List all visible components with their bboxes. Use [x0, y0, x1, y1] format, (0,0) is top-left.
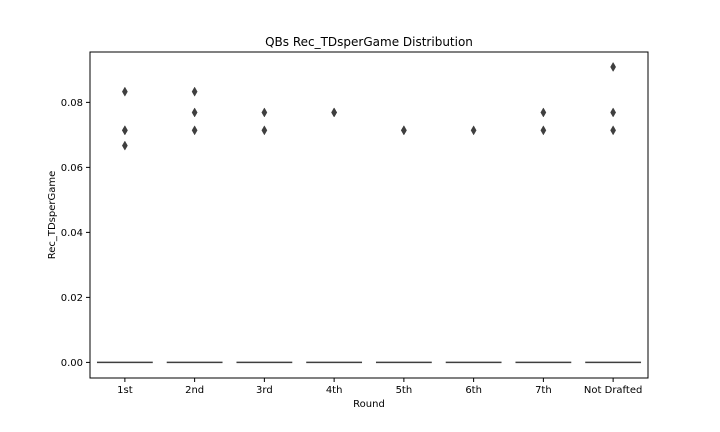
x-tick-label: 3rd: [256, 385, 273, 396]
plot-frame: [89, 51, 649, 379]
y-tick-label: 0.00: [61, 358, 83, 369]
outlier-point: [331, 107, 338, 118]
outlier-point: [121, 86, 128, 97]
x-axis: 1st 2nd 3rd 4th 5th 6th 7th Not Drafted: [117, 378, 642, 396]
y-axis-label: Rec_TDsperGame: [47, 171, 58, 260]
outlier-point: [191, 86, 198, 97]
outlier-point: [261, 107, 268, 118]
x-tick-label: 7th: [535, 385, 552, 396]
outlier-point: [470, 125, 477, 136]
y-tick-label: 0.08: [61, 98, 83, 109]
outlier-point: [191, 125, 198, 136]
y-tick-label: 0.04: [61, 228, 83, 239]
outlier-point: [261, 125, 268, 136]
outlier-point: [121, 140, 128, 151]
y-tick-label: 0.06: [61, 163, 83, 174]
outlier-point: [610, 61, 617, 72]
x-tick-label: 5th: [396, 385, 413, 396]
x-axis-label: Round: [353, 399, 385, 410]
outlier-point: [191, 107, 198, 118]
outlier-point: [540, 107, 547, 118]
outlier-point: [540, 125, 547, 136]
outlier-point: [400, 125, 407, 136]
x-tick-label: 6th: [465, 385, 482, 396]
plot-area: [96, 61, 642, 364]
chart-title: QBs Rec_TDsperGame Distribution: [265, 35, 473, 49]
x-tick-label: 2nd: [185, 385, 204, 396]
y-tick-label: 0.02: [61, 293, 83, 304]
outlier-point: [610, 107, 617, 118]
outlier-point: [610, 125, 617, 136]
outlier-point: [121, 125, 128, 136]
x-tick-label: 1st: [117, 385, 133, 396]
x-tick-label: Not Drafted: [584, 385, 642, 396]
y-axis: 0.00 0.02 0.04 0.06 0.08: [61, 98, 90, 369]
x-tick-label: 4th: [326, 385, 343, 396]
